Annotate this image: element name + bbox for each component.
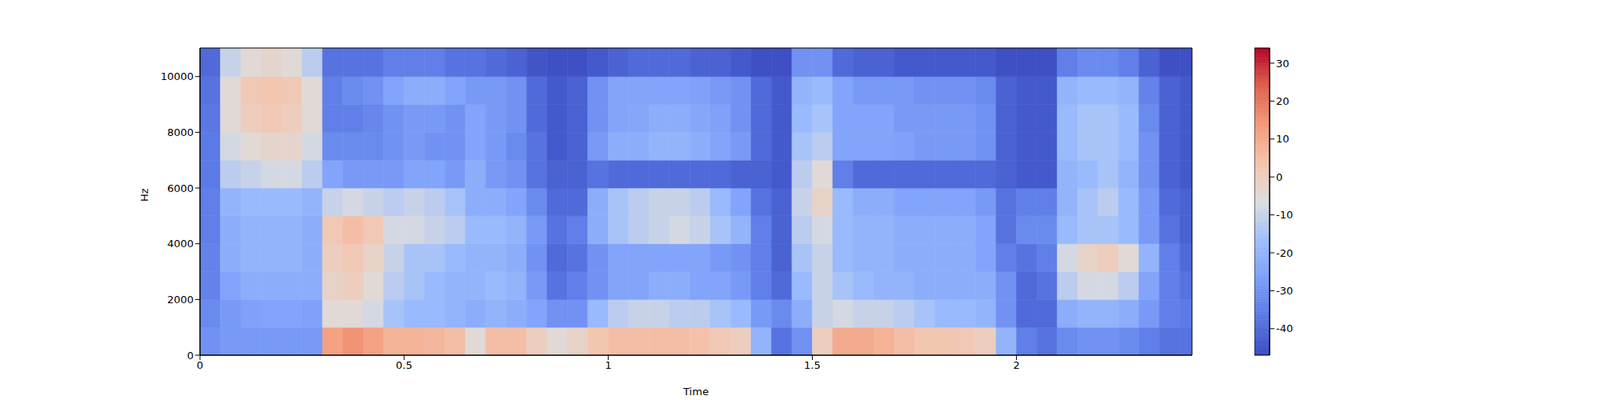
svg-text:1: 1: [604, 359, 612, 372]
svg-text:1.5: 1.5: [804, 359, 821, 372]
svg-text:-10: -10: [1276, 208, 1293, 221]
svg-text:0: 0: [1276, 171, 1283, 184]
svg-text:4000: 4000: [167, 237, 194, 250]
svg-text:Time: Time: [682, 385, 709, 398]
svg-text:10: 10: [1276, 132, 1290, 145]
svg-text:6000: 6000: [167, 182, 194, 195]
svg-text:0.5: 0.5: [396, 359, 413, 372]
svg-text:0: 0: [196, 359, 204, 372]
svg-text:10000: 10000: [160, 70, 194, 83]
svg-text:20: 20: [1276, 95, 1290, 108]
svg-text:2000: 2000: [167, 293, 194, 306]
svg-text:-30: -30: [1276, 284, 1293, 297]
svg-text:-40: -40: [1276, 322, 1293, 335]
svg-text:8000: 8000: [167, 126, 194, 139]
svg-text:Hz: Hz: [138, 188, 151, 202]
svg-text:-20: -20: [1276, 247, 1293, 260]
svg-text:2: 2: [1012, 359, 1020, 372]
svg-text:30: 30: [1276, 57, 1290, 70]
svg-text:0: 0: [187, 349, 194, 362]
